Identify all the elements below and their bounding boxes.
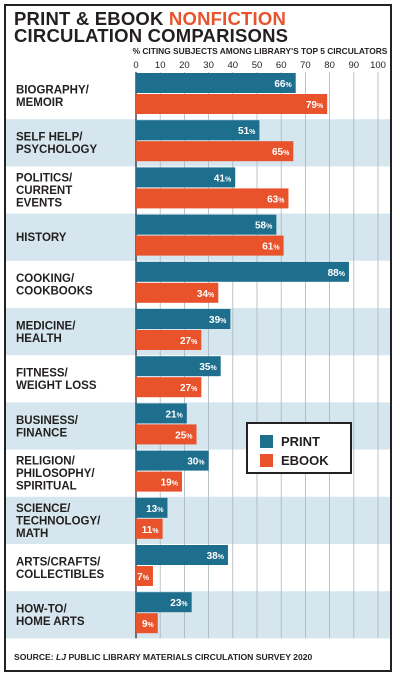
source-italic: LJ [56, 652, 66, 662]
category-label: FITNESS/WEIGHT LOSS [16, 368, 97, 393]
x-tick-labels: 0 10 20 30 40 50 60 70 80 90 100 [133, 60, 386, 71]
source-rest: PUBLIC LIBRARY MATERIALS CIRCULATION SUR… [66, 652, 312, 662]
x-tick-label: 50 [252, 60, 263, 71]
category-label: RELIGION/PHILOSOPHY/SPIRITUAL [16, 456, 95, 493]
legend-swatch-ebook [260, 454, 273, 467]
x-tick-label: 80 [324, 60, 335, 71]
legend-label-ebook: EBOOK [281, 453, 329, 468]
x-tick-label: 20 [179, 60, 190, 71]
category-label: POLITICS/CURRENT EVENTS [16, 173, 73, 210]
x-tick-label: 100 [370, 60, 386, 71]
x-tick-label: 60 [276, 60, 287, 71]
x-tick-label: 30 [203, 60, 214, 71]
category-label: COOKING/COOKBOOKS [16, 273, 93, 298]
category-label: ARTS/CRAFTS/COLLECTIBLES [16, 556, 104, 581]
source-prefix: SOURCE: [14, 652, 56, 662]
legend-swatch-print [260, 435, 273, 448]
x-tick-label: 0 [133, 60, 138, 71]
x-tick-label: 70 [300, 60, 311, 71]
legend: PRINT EBOOK [246, 422, 352, 474]
category-label: BIOGRAPHY/MEMOIR [16, 84, 90, 109]
legend-item-print: PRINT [260, 433, 320, 449]
bar-ebook [136, 94, 327, 114]
x-tick-label: 90 [349, 60, 360, 71]
bar-ebook [136, 141, 293, 161]
bar-print [136, 262, 349, 282]
category-label: HISTORY [16, 232, 67, 244]
bar-print [136, 73, 296, 93]
x-tick-label: 10 [155, 60, 166, 71]
legend-label-print: PRINT [281, 434, 320, 449]
legend-item-ebook: EBOOK [260, 452, 329, 468]
x-tick-label: 40 [228, 60, 239, 71]
bar-ebook [136, 188, 288, 208]
source-note: SOURCE: LJ PUBLIC LIBRARY MATERIALS CIRC… [14, 652, 312, 662]
